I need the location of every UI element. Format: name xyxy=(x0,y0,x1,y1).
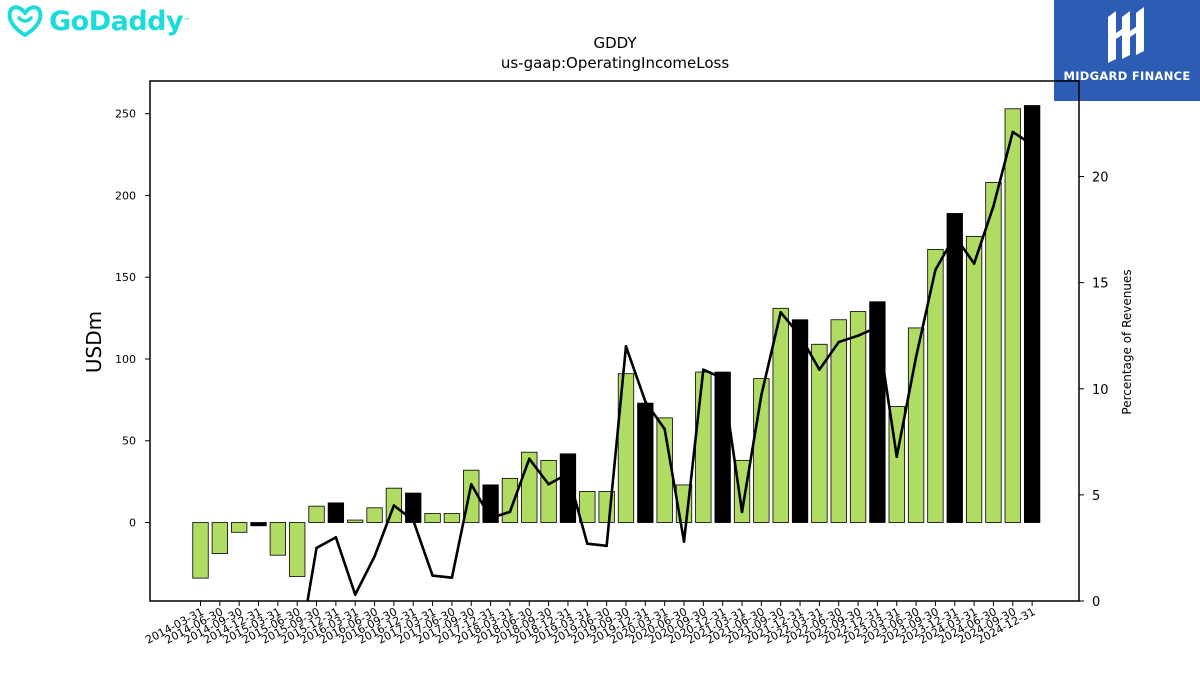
y-tick-label: 0 xyxy=(129,517,136,530)
line-point xyxy=(914,355,918,359)
bar xyxy=(192,522,209,579)
chart-subtitle: us-gaap:OperatingIncomeLoss xyxy=(501,54,729,72)
bar xyxy=(946,213,963,523)
line-point xyxy=(934,268,937,272)
line-point xyxy=(566,472,570,475)
bar xyxy=(811,343,828,523)
line-point xyxy=(1011,130,1015,134)
bar-series xyxy=(192,105,1041,579)
godaddy-mark-icon xyxy=(7,5,43,37)
chart-title: GDDY xyxy=(593,34,637,52)
y-tick-label: 200 xyxy=(115,189,136,202)
bar xyxy=(733,459,751,523)
line-point xyxy=(876,325,879,329)
bar xyxy=(637,402,654,523)
line-point xyxy=(508,510,512,514)
bar xyxy=(501,477,519,523)
line-point xyxy=(760,393,763,397)
y-axis-left: 0 50 100 150 200 250 xyxy=(115,108,150,530)
bar xyxy=(579,491,596,523)
bar xyxy=(772,307,789,523)
bar xyxy=(405,492,422,523)
bar xyxy=(695,371,712,523)
bar xyxy=(1004,108,1021,523)
bar xyxy=(347,519,364,523)
line-point xyxy=(373,555,376,558)
line-point xyxy=(450,576,454,579)
plot-frame xyxy=(149,80,1080,602)
bar xyxy=(927,249,944,523)
line-point xyxy=(856,334,860,337)
bar xyxy=(366,507,383,523)
line-point xyxy=(586,542,589,545)
y2-axis-label: Percentage of Revenues xyxy=(1120,269,1134,414)
line-point xyxy=(605,544,608,548)
bar xyxy=(714,371,731,523)
line-point xyxy=(431,574,434,577)
y2-tick-label: 10 xyxy=(1092,383,1109,398)
bar xyxy=(521,451,538,523)
y-axis-right: 0 5 10 15 20 xyxy=(1079,171,1109,610)
line-point xyxy=(818,368,821,371)
y-tick-label: 150 xyxy=(115,271,136,284)
line-point xyxy=(779,311,782,314)
y-axis-label: USDm xyxy=(82,311,106,373)
y-tick-label: 50 xyxy=(122,435,136,448)
bar xyxy=(617,373,635,523)
line-point xyxy=(547,482,550,486)
x-axis: 2014-03-312014-06-302014-09-302014-12-31… xyxy=(143,601,1038,647)
line-point xyxy=(798,334,802,337)
midgard-mark-icon xyxy=(1108,7,1144,63)
bar xyxy=(289,522,306,577)
bar xyxy=(443,513,461,523)
bar xyxy=(231,522,248,533)
line-point xyxy=(334,536,338,539)
bar xyxy=(308,505,325,523)
line-point xyxy=(682,540,686,543)
line-point xyxy=(663,427,666,431)
bar xyxy=(849,311,867,523)
bar xyxy=(830,319,847,523)
bar xyxy=(791,319,809,523)
y2-tick-label: 5 xyxy=(1092,489,1100,504)
line-series xyxy=(306,130,1034,601)
line-point xyxy=(644,400,647,403)
y2-tick-label: 0 xyxy=(1092,595,1100,610)
bar xyxy=(211,522,228,554)
line-point xyxy=(411,519,415,522)
line-point xyxy=(353,593,357,596)
godaddy-logo: GoDaddy ™ xyxy=(5,4,190,38)
bar xyxy=(540,459,557,523)
y2-tick-label: 20 xyxy=(1092,171,1109,186)
line-point xyxy=(702,368,705,371)
godaddy-wordmark: GoDaddy xyxy=(49,5,184,37)
line-point xyxy=(469,482,473,486)
midgard-wordmark: MIDGARD FINANCE xyxy=(1063,69,1191,83)
bar xyxy=(424,513,441,523)
y2-tick-label: 15 xyxy=(1092,277,1109,292)
line-point xyxy=(1030,143,1034,146)
bar xyxy=(269,522,287,556)
line-point xyxy=(953,234,957,238)
line-point xyxy=(489,516,492,520)
bar xyxy=(1023,105,1041,523)
line-point xyxy=(527,457,531,461)
line-point xyxy=(895,455,899,458)
bar xyxy=(965,235,983,523)
line-point xyxy=(992,204,995,208)
bar xyxy=(327,502,345,523)
y-tick-label: 100 xyxy=(115,353,136,366)
bar xyxy=(985,181,1002,523)
line-point xyxy=(740,510,744,514)
line-point xyxy=(315,546,318,550)
line-point xyxy=(721,376,724,380)
y-tick-label: 250 xyxy=(115,108,136,121)
line-point xyxy=(624,345,628,348)
bar xyxy=(559,453,577,523)
line-point xyxy=(837,340,841,344)
line-point xyxy=(392,504,396,507)
line-point xyxy=(972,262,976,265)
bar xyxy=(250,522,267,527)
